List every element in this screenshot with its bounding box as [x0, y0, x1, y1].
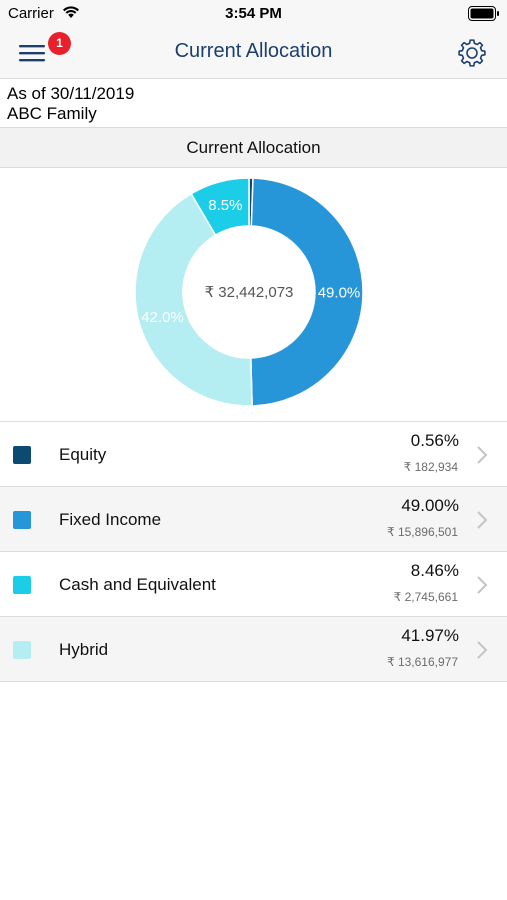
as-of-date: As of 30/11/2019	[7, 84, 135, 103]
portfolio-info: As of 30/11/2019 ABC Family	[0, 80, 507, 128]
color-swatch	[13, 576, 31, 594]
total-value-label: ₹ 32,442,073	[205, 284, 294, 301]
allocation-amount: ₹ 13,616,977	[386, 655, 458, 669]
allocation-amount: ₹ 2,745,661	[393, 590, 458, 604]
slice-label: 42.0%	[141, 309, 184, 326]
allocation-row-equity[interactable]: Equity 0.56% ₹ 182,934	[0, 421, 507, 486]
battery-icon	[468, 6, 499, 21]
allocation-percent: 49.00%	[401, 496, 459, 515]
status-bar: Carrier 3:54 PM	[0, 0, 507, 28]
allocation-amount: ₹ 15,896,501	[386, 525, 458, 539]
slice-label: 8.5%	[208, 197, 242, 214]
slice-hybrid[interactable]	[134, 192, 253, 407]
chevron-right-icon	[477, 641, 488, 659]
hamburger-menu-icon[interactable]	[17, 40, 47, 66]
allocation-label: Fixed Income	[59, 510, 162, 529]
slice-cash-and-equivalent[interactable]	[190, 177, 250, 237]
slice-label: 49.0%	[318, 284, 361, 301]
allocation-row-cash[interactable]: Cash and Equivalent 8.46% ₹ 2,745,661	[0, 551, 507, 616]
family-name: ABC Family	[7, 104, 97, 123]
color-swatch	[13, 641, 31, 659]
donut-chart: 49.0% 42.0% 8.5% ₹ 32,442,073	[134, 177, 364, 407]
slice-fixed-income[interactable]	[250, 177, 364, 407]
allocation-percent: 0.56%	[410, 431, 459, 450]
gear-icon[interactable]	[456, 37, 488, 69]
color-swatch	[13, 446, 31, 464]
allocation-amount: ₹ 182,934	[403, 460, 458, 474]
allocation-label: Equity	[59, 445, 107, 464]
navigation-bar: 1 Current Allocation	[0, 28, 507, 79]
chevron-right-icon	[477, 446, 488, 464]
allocation-percent: 8.46%	[410, 561, 459, 580]
allocation-row-fixed-income[interactable]: Fixed Income 49.00% ₹ 15,896,501	[0, 486, 507, 551]
allocation-label: Cash and Equivalent	[59, 575, 216, 594]
allocation-chart: 49.0% 42.0% 8.5% ₹ 32,442,073	[0, 169, 507, 421]
page-title: Current Allocation	[174, 40, 333, 62]
allocation-label: Hybrid	[59, 640, 109, 659]
section-header: Current Allocation	[0, 128, 507, 168]
allocation-row-hybrid[interactable]: Hybrid 41.97% ₹ 13,616,977	[0, 616, 507, 682]
notification-badge: 1	[48, 32, 71, 55]
section-title: Current Allocation	[186, 138, 321, 157]
color-swatch	[13, 511, 31, 529]
chevron-right-icon	[477, 576, 488, 594]
status-time: 3:54 PM	[225, 5, 282, 22]
wifi-icon	[63, 6, 79, 18]
chevron-right-icon	[477, 511, 488, 529]
allocation-percent: 41.97%	[401, 626, 459, 645]
carrier-label: Carrier	[8, 5, 54, 22]
